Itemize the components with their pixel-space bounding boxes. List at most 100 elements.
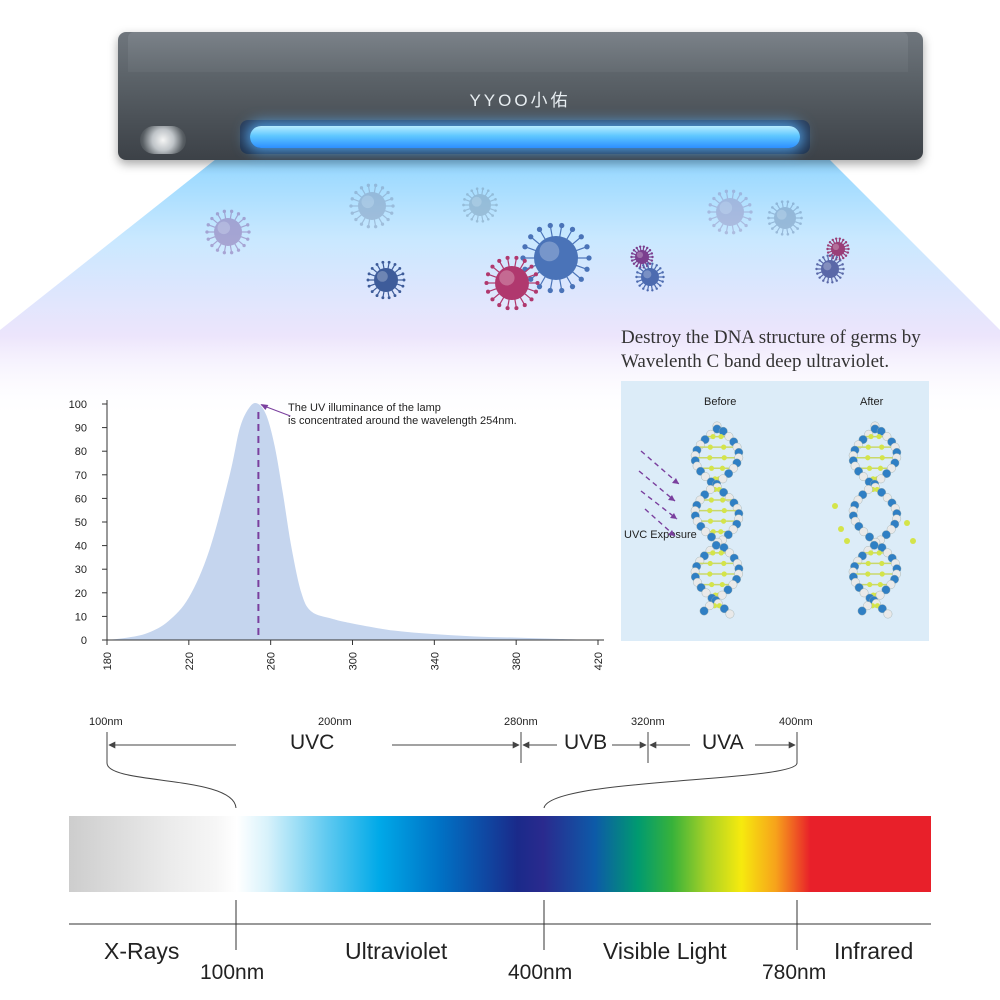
- backbone-node: [701, 588, 711, 598]
- germ-spike-tip: [786, 200, 790, 204]
- germ-spike-tip: [470, 217, 474, 221]
- germ-highlight: [471, 196, 482, 207]
- germ-body: [635, 250, 649, 264]
- base-dot: [879, 560, 885, 567]
- germ-spike: [356, 192, 364, 200]
- germ-spike-tip: [630, 259, 634, 262]
- uv-ray-arrowhead: [672, 478, 679, 484]
- germ-spike-tip: [659, 267, 662, 270]
- backbone-node: [724, 469, 734, 478]
- germ-spike: [380, 192, 388, 200]
- germ-spike-tip: [486, 189, 490, 193]
- germ-spike-tip: [402, 278, 406, 282]
- region-x-rays: X-Rays: [104, 938, 180, 964]
- backbone-node: [881, 530, 891, 540]
- region-infrared: Infrared: [834, 938, 914, 964]
- germ-spike-tip: [835, 256, 838, 259]
- germ-body: [831, 242, 845, 256]
- germ-spike: [731, 191, 735, 202]
- germ-spike-tip: [831, 238, 834, 242]
- x-tick-label: 340: [429, 652, 441, 670]
- germ-spike-tip: [816, 272, 819, 275]
- germ-spike: [356, 212, 364, 220]
- uv-ray-arrow: [640, 490, 678, 520]
- germ-spike-tip: [584, 244, 590, 250]
- germ-spike-tip: [370, 266, 374, 270]
- backbone-node: [863, 485, 873, 494]
- base-dot: [879, 444, 885, 450]
- germ-spike-tip: [724, 231, 729, 235]
- germ-spike-tip: [791, 230, 795, 234]
- germ-spike: [373, 216, 377, 227]
- germ-spike-tip: [401, 272, 405, 276]
- base-dot: [708, 465, 715, 471]
- chart-annotation: The UV illuminance of the lamp is concent…: [288, 402, 517, 428]
- germ-spike-tip: [707, 210, 711, 214]
- germ-spike-tip: [844, 254, 848, 257]
- description-line-1: Destroy the DNA structure of germs by: [621, 327, 921, 348]
- base-dot: [865, 444, 871, 450]
- base-dot: [865, 571, 871, 577]
- germ-icon: [707, 189, 753, 235]
- germ-spike-tip: [490, 264, 495, 269]
- germ-spike-tip: [536, 283, 543, 290]
- germ-spike-tip: [375, 294, 379, 298]
- base-dot: [879, 571, 885, 577]
- y-tick-label: 100: [69, 399, 87, 411]
- germ-spike-tip: [486, 217, 490, 221]
- germ-spike-tip: [842, 267, 845, 271]
- backbone-node: [877, 543, 887, 552]
- germ-spike-tip: [731, 189, 736, 193]
- germ-spike: [710, 204, 720, 209]
- germ-spike-tip: [636, 280, 639, 283]
- germ-highlight: [377, 271, 388, 282]
- germ-highlight: [636, 251, 644, 259]
- germ-icon: [349, 183, 395, 229]
- germ-spike: [377, 188, 383, 197]
- germ-spike: [714, 218, 722, 226]
- backbone-node: [882, 469, 892, 478]
- backbone-node: [857, 606, 867, 616]
- germ-spike-tip: [536, 226, 543, 233]
- germ-spike-tip: [818, 259, 821, 262]
- backbone-node: [881, 585, 891, 595]
- base-dot: [721, 444, 727, 450]
- backbone-node: [705, 601, 715, 611]
- base-dot: [707, 444, 713, 450]
- germ-spike-tip: [818, 276, 821, 279]
- germ-highlight: [832, 243, 840, 251]
- germ-spike: [740, 204, 750, 209]
- tick-label-320nm: 320nm: [631, 716, 665, 728]
- germ-spike: [738, 198, 746, 206]
- germ-spike-tip: [354, 190, 358, 195]
- germ-spike-tip: [799, 222, 802, 225]
- backbone-node: [883, 609, 893, 619]
- germ-spike-tip: [831, 254, 834, 257]
- germ-spike: [352, 198, 362, 203]
- germ-spike-tip: [547, 222, 553, 229]
- base-dot: [709, 581, 715, 588]
- germ-highlight: [643, 270, 652, 279]
- broken-fragment: [832, 503, 838, 509]
- germ-icon: [826, 237, 850, 261]
- base-dot: [868, 550, 874, 556]
- germ-spike-tip: [846, 251, 850, 254]
- base-dot: [719, 581, 725, 588]
- germ-spike-tip: [648, 249, 652, 252]
- germ-icon: [767, 200, 803, 236]
- broken-fragment: [904, 520, 910, 526]
- base-dot: [707, 518, 714, 524]
- germ-spike: [719, 221, 725, 230]
- germ-body: [534, 236, 578, 280]
- germ-spike-tip: [635, 246, 638, 250]
- germ-spike-tip: [748, 203, 752, 207]
- germ-spike-tip: [528, 276, 534, 282]
- boundary-100nm: 100nm: [200, 961, 265, 984]
- germ-spike-tip: [547, 287, 553, 294]
- uvc-band-label: UVC: [286, 731, 339, 755]
- germ-body: [774, 207, 796, 229]
- germ-spike-tip: [738, 228, 743, 232]
- lamp-brand-logo: YYOO小佑: [469, 91, 571, 110]
- germ-spike: [377, 215, 383, 224]
- germ-spike-tip: [638, 267, 641, 270]
